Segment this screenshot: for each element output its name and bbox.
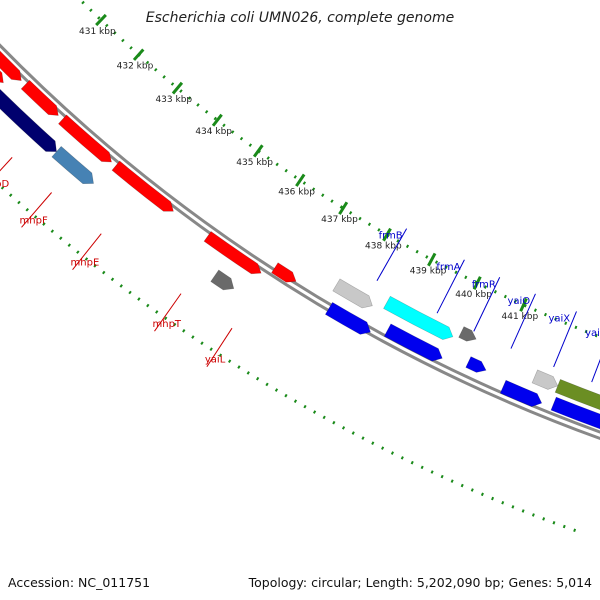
gene-arrow xyxy=(458,326,477,342)
gene-label-yaiX: yaiX xyxy=(548,313,570,324)
gene-label-mhpE: mhpE xyxy=(71,258,100,269)
scale-tick-label: 441 kbp xyxy=(502,312,539,322)
gene-arrow xyxy=(550,396,600,430)
gene-label-layer: mhpAmhpBmhpCmhpDmhpFmhpEmhpTyaiLfrmBfrmA… xyxy=(0,157,600,383)
gene-label-yaiL: yaiL xyxy=(205,355,226,366)
gene-label-mhpD: mhpD xyxy=(0,179,9,190)
gene-label-yaiP: yaiP xyxy=(585,328,600,339)
scale-tick-mark xyxy=(211,113,223,127)
gene-arrow xyxy=(0,88,57,152)
scale-tick-label: 431 kbp xyxy=(79,27,116,37)
gene-leader-line xyxy=(72,233,102,270)
scale-tick-label: 430 kbp xyxy=(43,0,80,1)
scale-tick-label: 438 kbp xyxy=(365,242,402,252)
backbone-ring-outer xyxy=(0,51,600,440)
gene-arrow xyxy=(332,278,373,309)
scale-tick-mark xyxy=(519,297,528,312)
gene-arrow xyxy=(531,369,559,390)
genome-summary-text: Topology: circular; Length: 5,202,090 bp… xyxy=(248,575,592,590)
gene-leader-line xyxy=(436,259,465,314)
scale-tick-label: 439 kbp xyxy=(410,267,447,277)
gene-leader-line xyxy=(206,327,233,368)
accession-text: Accession: NC_011751 xyxy=(8,575,151,590)
backbone-ring-layer xyxy=(0,43,600,440)
scale-tick-mark xyxy=(252,144,264,158)
gene-arrow xyxy=(111,160,174,212)
gene-feature-layer xyxy=(0,50,600,430)
scale-tick-label: 434 kbp xyxy=(195,127,232,137)
scale-tick-mark xyxy=(171,81,184,95)
scale-tick-label: 435 kbp xyxy=(236,158,273,168)
map-title: Escherichia coli UMN026, complete genome xyxy=(145,10,455,26)
scale-tick-mark xyxy=(132,48,145,61)
gene-leader-line xyxy=(510,293,536,349)
gene-arrow xyxy=(0,50,22,82)
gene-leader-line xyxy=(154,293,182,332)
scale-tick-mark xyxy=(295,173,306,187)
gene-leader-line xyxy=(21,192,52,228)
gene-leader-line xyxy=(376,228,408,282)
scale-tick-mark xyxy=(95,13,107,27)
scale-tick-mark xyxy=(472,276,482,290)
gene-arrow xyxy=(383,323,443,362)
scale-tick-mark xyxy=(427,252,437,267)
gene-arrow xyxy=(465,356,487,373)
gene-leader-line xyxy=(0,157,13,172)
gene-leader-line xyxy=(591,358,600,383)
gene-leader-line xyxy=(553,311,577,368)
gene-label-yaiO: yaiO xyxy=(507,296,530,307)
gene-arrow xyxy=(0,70,4,84)
gene-label-frmA: frmA xyxy=(436,262,460,273)
scale-tick-label: 433 kbp xyxy=(155,95,192,105)
gene-arrow xyxy=(210,269,235,291)
gene-leader-line xyxy=(473,277,501,332)
gene-arrow xyxy=(203,231,262,275)
gene-label-frmR: frmR xyxy=(472,279,496,290)
gene-label-mhpF: mhpF xyxy=(20,215,48,226)
gene-arrow xyxy=(554,378,600,411)
gene-arrow xyxy=(20,79,59,116)
gene-arrow xyxy=(51,145,94,184)
gene-arrow xyxy=(324,301,371,335)
gene-label-frmB: frmB xyxy=(379,231,403,242)
scale-tick-label: 440 kbp xyxy=(455,290,492,300)
backbone-ring-inner xyxy=(0,43,600,434)
scale-tick-label: 432 kbp xyxy=(117,62,154,72)
scale-tick-label: 436 kbp xyxy=(278,187,315,197)
gene-arrow xyxy=(271,262,297,283)
gene-arrow xyxy=(58,114,112,163)
scale-tick-mark xyxy=(338,201,349,215)
scale-tick-label: 437 kbp xyxy=(321,215,358,225)
gene-arrow xyxy=(499,379,543,407)
gene-label-mhpT: mhpT xyxy=(153,319,182,330)
gene-arrow xyxy=(383,295,454,340)
scale-tick-mark xyxy=(382,227,392,242)
